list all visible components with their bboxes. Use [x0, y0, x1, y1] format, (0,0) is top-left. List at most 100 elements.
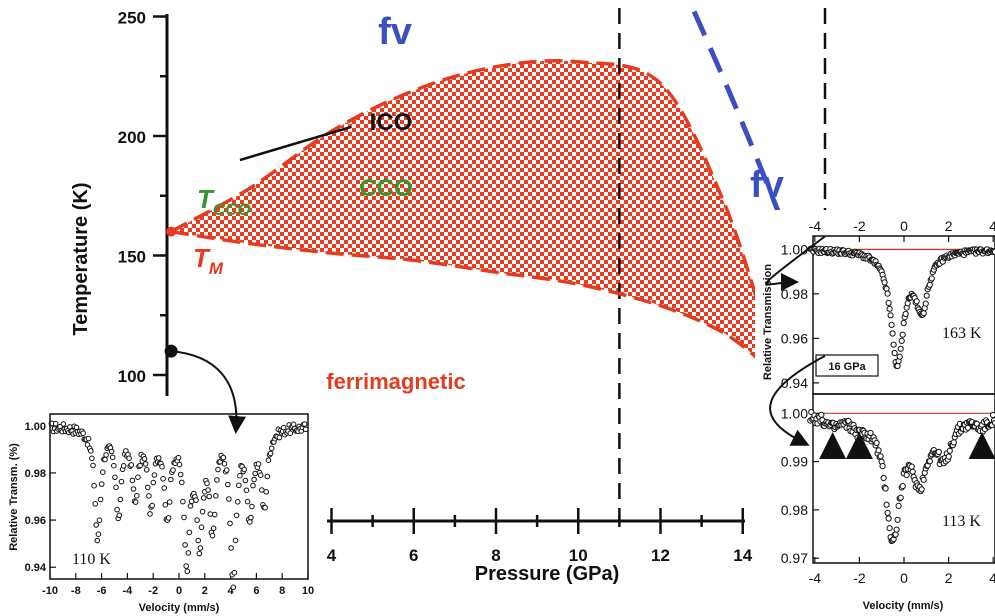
x-tick-label: 12 [651, 546, 670, 565]
tm-main: T [193, 243, 211, 273]
inset-left-data-point [205, 487, 211, 493]
inset-left-data-point [162, 502, 169, 508]
inset-left-data-point [232, 537, 239, 544]
inset-left-data-point [220, 454, 227, 461]
inset-right-top-data-point [884, 290, 891, 297]
tm-label: TM [193, 243, 224, 278]
inset-right-bottom-data-point [875, 447, 882, 454]
x-tick-label: 14 [733, 546, 752, 565]
x-tick-label: 6 [409, 546, 418, 565]
inset-left-data-point [302, 426, 309, 433]
inset-right-bottom-data-point [926, 458, 933, 465]
inset-left-data-point [290, 421, 297, 428]
inset-left-data-point [102, 456, 108, 463]
tm-ferrimagnetic-region [171, 60, 764, 364]
inset-left-data-point [225, 481, 231, 488]
inset-left-data-point [109, 454, 116, 461]
inset-left-data-point [262, 504, 268, 511]
phase-regions [171, 60, 764, 364]
inset-left-data-point [168, 476, 174, 483]
inset-left-data-point [187, 503, 194, 509]
inset-right-top-x-tick-label: -4 [809, 218, 822, 234]
inset-left-data-point [159, 463, 165, 470]
pressure-label: 16 GPa [828, 361, 866, 373]
inset-left-data-point [180, 498, 186, 505]
main-annotations: fv fv ICO CCO TCCO TM ferrimagnetic Pres… [70, 11, 784, 585]
inset-left-data-point [116, 512, 123, 519]
inset-left-data-point [267, 450, 274, 457]
inset-right-bottom-data-point [918, 486, 925, 493]
inset-right-bottom-data-point [885, 515, 892, 522]
inset-left-data-point [60, 421, 67, 427]
inset-right-top-data-point [894, 362, 901, 370]
inset-right-top-data-point [922, 300, 929, 307]
inset-left-x-tick-label: 8 [279, 585, 285, 597]
inset-left-data-point [134, 492, 140, 499]
inset-left-data-point [91, 482, 97, 489]
inset-right-bottom-data-point [894, 516, 901, 523]
inset-left-data-point [120, 463, 127, 469]
inset-left-data-point [151, 472, 158, 478]
y-tick-label: 150 [118, 248, 146, 267]
inset-right-top-data-point [898, 337, 905, 344]
inset-left-data-point [241, 466, 248, 473]
inset-left-x-tick-label: 4 [228, 585, 235, 597]
connector-arrow-113k [769, 354, 826, 446]
fv-boundary-curve [686, 0, 828, 331]
inset-left-data-point [181, 514, 187, 521]
inset-right-bottom-data-point [883, 501, 890, 508]
inset-left-data-point [198, 524, 205, 531]
cco-label: CCO [359, 175, 412, 202]
inset-left-data-point [252, 470, 258, 477]
inset-left-x-tick-label: -2 [148, 585, 158, 597]
inset-left-data-point [186, 529, 193, 536]
inset-left-data-point [97, 496, 104, 503]
inset-right-bottom-data-point [989, 411, 995, 419]
inset-right-top-data-point [891, 349, 898, 357]
inset-right-top-data-point [887, 312, 894, 319]
inset-left-data-point [264, 473, 271, 480]
connectors [171, 235, 826, 446]
inset-right-bottom-temperature: 113 K [942, 513, 981, 530]
inset-left-data-point [204, 480, 210, 487]
inset-right-bottom-x-tick-label: 4 [989, 570, 995, 586]
inset-left-data-point [188, 498, 195, 505]
inset-left-data-point [182, 542, 188, 548]
inset-left-data-point [251, 476, 257, 483]
inset-left-data-point [228, 545, 234, 551]
inset-left-data-point [142, 461, 149, 467]
inset-16gpa: -4-4-2-20022440.940.960.981.000.970.980.… [755, 210, 995, 616]
inset-right-top-data-point [899, 331, 906, 338]
inset-left-data-point [194, 517, 200, 523]
inset-left-data-point [236, 482, 242, 489]
inset-right-top-data-point [904, 300, 911, 307]
inset-right-bottom-data-point [897, 494, 904, 501]
inset-right-bottom-data-point [877, 453, 884, 460]
inset-left-data-point [248, 514, 254, 521]
inset-left-x-tick-label: 0 [176, 585, 182, 597]
inset-left-data-point [244, 498, 251, 505]
inset-left-data-point [207, 511, 214, 517]
inset-left-data-point [118, 478, 125, 485]
inset-left-data-point [126, 455, 132, 462]
inset-right-bottom-data-point [873, 439, 880, 447]
inset-left-data-point [176, 461, 183, 468]
inset-left-data-point [94, 537, 101, 544]
tm-lower-curve [170, 229, 765, 365]
inset-right-bottom-y-tick-label: 0.98 [781, 502, 808, 518]
inset-right-bottom-data-point [884, 509, 891, 517]
inset-left-data-point [196, 550, 203, 557]
inset-left-data-point [179, 479, 185, 486]
inset-right-top-data-point [923, 292, 930, 299]
inset-110k: -10 -8 -6 -4 -2 0 2 4 6 8 10 0.94 0.96 0.98 1.00 110 K… [7, 396, 327, 616]
inset-left-data-point [223, 467, 230, 473]
inset-right-top-data-point [886, 305, 893, 312]
inset-right-top-x-tick-label: 2 [945, 218, 953, 234]
inset-left-data-point [114, 506, 120, 513]
inset-left-x-tick-label: 2 [202, 585, 208, 597]
x-tick-label: 10 [569, 546, 588, 565]
inset-right-top-data-point [881, 279, 888, 286]
inset-left-data-point [166, 499, 173, 505]
pressure-label-box [815, 354, 879, 377]
